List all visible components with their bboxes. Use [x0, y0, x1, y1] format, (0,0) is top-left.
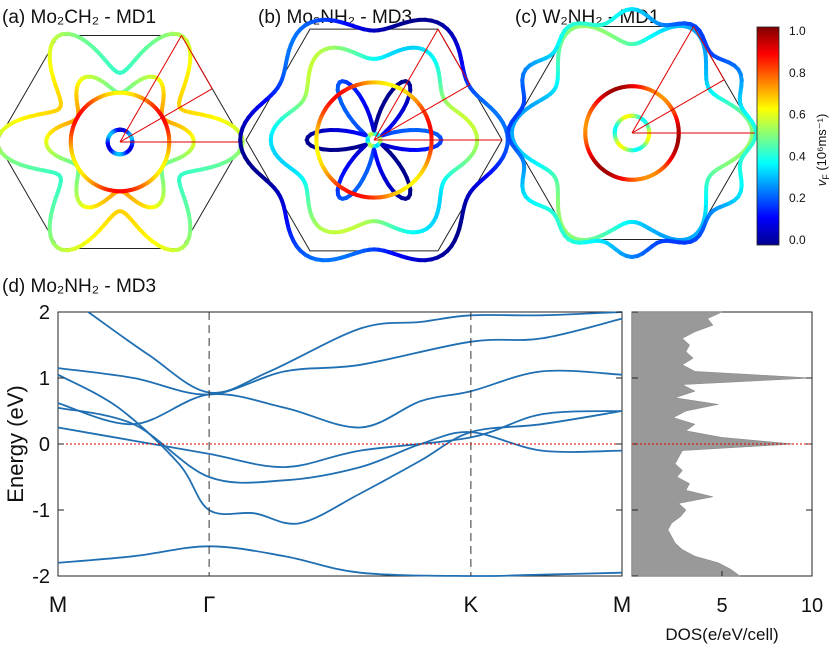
dos-xlabel: DOS(e/eV/cell): [665, 625, 778, 644]
colorbar: [756, 26, 780, 246]
colorbar-tick-label: 0.6: [789, 108, 806, 122]
band-line: [57, 545, 623, 577]
fermi-contour-segment: [0, 129, 4, 138]
wedge-line: [119, 35, 182, 143]
colorbar-tick-label: 0.2: [789, 191, 806, 205]
fermi-surface-panel-b: [238, 17, 510, 263]
colorbar-tick-label: 0.4: [789, 149, 806, 163]
colorbar-tick-label: 0.8: [789, 66, 806, 80]
band-ytick-label: -1: [32, 500, 50, 522]
band-ytick-label: 0: [39, 434, 50, 456]
colorbar-tick-label: 0.0: [789, 233, 806, 247]
dos-xtick-label: 10: [801, 595, 823, 617]
panel-d-title: (d) Mo₂NH₂ - MD3: [2, 276, 156, 297]
band-line: [57, 406, 623, 484]
band-xtick-label: M: [49, 592, 67, 617]
panel-a-title: (a) Mo₂CH₂ - MD1: [2, 7, 156, 28]
band-xtick-label: K: [464, 592, 479, 617]
band-line: [57, 317, 623, 396]
fermi-contour-segment: [191, 140, 196, 148]
band-line: [57, 369, 623, 429]
wedge-line: [373, 28, 439, 141]
brillouin-zone-boundary: [245, 28, 503, 252]
band-ytick-label: -2: [32, 566, 50, 588]
band-structure: [57, 311, 623, 577]
wedge-line: [437, 28, 471, 85]
band-ytick-label: 2: [39, 302, 50, 324]
colorbar-label: vF (10⁶ms⁻¹): [814, 114, 830, 187]
band-ytick-label: 1: [39, 368, 50, 390]
colorbar-tick-label: 1.0: [789, 24, 806, 38]
fermi-surface-panel-a: [0, 31, 245, 253]
wedge-line: [631, 79, 725, 134]
dos-plot: 5 10: [631, 311, 823, 617]
wedge-line: [181, 35, 213, 89]
colorbar-ticks: 1.0 0.8 0.6 0.4 0.2 0.0: [789, 24, 806, 247]
wedge-line: [119, 88, 213, 143]
fermi-contour-segment: [505, 138, 510, 148]
wedge-line: [693, 26, 725, 80]
band-line: [87, 311, 623, 394]
fermi-contour-segment: [474, 138, 480, 147]
wedge-line: [373, 84, 471, 141]
panel-c-title: (c) W₂NH₂ - MD1: [515, 7, 660, 28]
fermi-contour-segment: [749, 131, 755, 141]
band-xtick-label: M: [613, 592, 631, 617]
wedge-line: [631, 26, 694, 134]
panel-b-title: (b) Mo₂NH₂ - MD3: [258, 7, 412, 28]
band-xtick-label: Γ: [203, 592, 215, 617]
band-axes: M Γ K M 2 1 0 -1 -2: [32, 302, 631, 617]
dos-xtick-label: 5: [716, 595, 727, 617]
band-ylabel: Energy (eV): [3, 385, 28, 502]
fermi-contour-segment: [753, 131, 758, 141]
fermi-surface-panel-c: [506, 7, 758, 259]
band-line: [57, 410, 623, 469]
